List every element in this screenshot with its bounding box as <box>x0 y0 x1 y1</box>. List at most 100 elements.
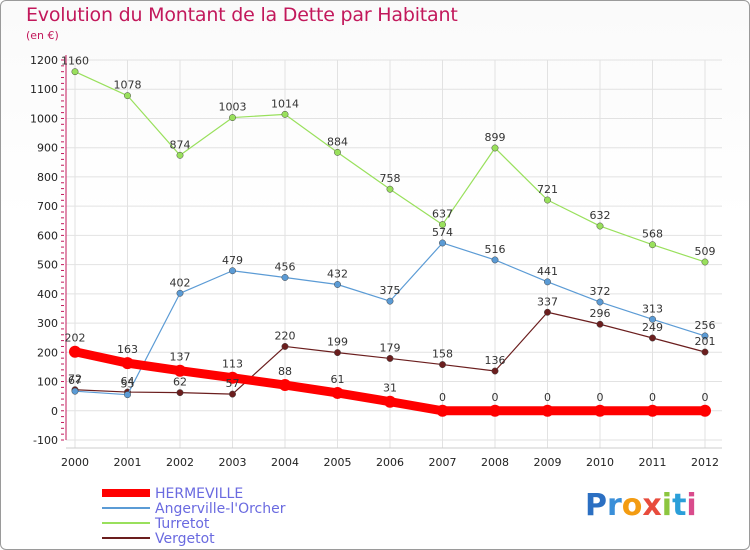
data-point <box>334 148 341 156</box>
data-point <box>436 404 449 417</box>
data-label: 136 <box>485 354 506 367</box>
data-label: 61 <box>331 373 345 386</box>
chart-title: Evolution du Montant de la Dette par Hab… <box>26 4 458 26</box>
data-point <box>281 274 289 281</box>
data-label: 1003 <box>219 101 247 114</box>
data-label: 637 <box>432 208 453 221</box>
y-tick-label: 1200 <box>30 54 58 67</box>
data-point <box>544 278 551 286</box>
legend-label: Turretot <box>154 516 210 532</box>
data-point <box>334 281 341 288</box>
logo-letter: i <box>661 488 673 523</box>
data-point <box>649 241 656 249</box>
data-label: 441 <box>537 265 558 278</box>
data-label: 137 <box>170 351 191 364</box>
data-label: 199 <box>327 336 348 349</box>
data-label: 88 <box>278 365 292 378</box>
data-point <box>279 379 291 392</box>
data-point <box>281 343 289 350</box>
data-label: 509 <box>695 245 716 258</box>
y-tick-label: 1000 <box>30 112 58 125</box>
data-label: 72 <box>68 373 82 386</box>
logo-letter: i <box>686 488 697 523</box>
data-label: 163 <box>117 343 138 356</box>
y-tick-label: 600 <box>37 229 58 242</box>
data-point <box>439 361 446 369</box>
data-point <box>71 387 79 395</box>
data-point <box>229 390 236 398</box>
x-tick-label: 2005 <box>324 456 352 469</box>
data-point <box>646 404 659 417</box>
data-label: 64 <box>121 375 135 388</box>
data-label: 632 <box>590 209 611 222</box>
data-point <box>124 391 131 399</box>
data-point <box>69 345 81 358</box>
logo-letter: o <box>621 488 643 523</box>
data-label: 456 <box>275 260 296 273</box>
data-label: 516 <box>485 243 506 256</box>
x-tick-label: 2010 <box>586 456 614 469</box>
data-label: 62 <box>173 376 187 389</box>
x-tick-label: 2006 <box>376 456 404 469</box>
y-tick-label: 300 <box>37 317 58 330</box>
data-label: 0 <box>597 391 604 404</box>
data-point <box>491 367 499 375</box>
chart-unit: (en €) <box>26 29 59 42</box>
data-label: 67 <box>68 374 82 387</box>
data-label: 31 <box>383 382 397 395</box>
data-label: 568 <box>642 228 663 241</box>
y-tick-label: 500 <box>37 259 58 272</box>
data-label: 296 <box>590 307 611 320</box>
data-point <box>124 92 131 100</box>
x-tick-label: 2011 <box>639 456 667 469</box>
data-label: 0 <box>492 391 499 404</box>
data-point <box>229 114 236 122</box>
y-tick-label: 700 <box>37 200 58 213</box>
data-label: 375 <box>380 284 401 297</box>
data-point <box>176 389 184 397</box>
data-point <box>701 258 709 266</box>
data-label: 57 <box>226 377 240 390</box>
x-tick-label: 2009 <box>534 456 562 469</box>
logo-letter: t <box>672 488 687 523</box>
data-label: 884 <box>327 135 348 148</box>
x-tick-label: 2000 <box>61 456 89 469</box>
data-point <box>386 297 394 305</box>
logo-letter: P <box>585 488 607 523</box>
data-point <box>491 144 499 152</box>
data-label: 402 <box>170 276 191 289</box>
data-label: 313 <box>642 302 663 315</box>
legend-label: Angerville-l'Orcher <box>155 501 286 517</box>
legend-label: HERMEVILLE <box>155 486 243 502</box>
data-point <box>121 357 134 370</box>
y-tick-label: 100 <box>37 376 58 389</box>
y-tick-label: 800 <box>37 171 58 184</box>
data-label: 201 <box>695 335 716 348</box>
y-tick-label: -100 <box>33 434 58 447</box>
data-label: 874 <box>170 138 191 151</box>
x-tick-label: 2007 <box>429 456 457 469</box>
data-point <box>226 371 239 384</box>
data-point <box>491 256 499 264</box>
data-label: 0 <box>702 391 709 404</box>
logo-letter: r <box>607 488 622 523</box>
proxiti-logo: Proxiti <box>585 488 697 523</box>
data-point <box>281 110 289 118</box>
data-label: 249 <box>642 321 663 334</box>
data-label: 1078 <box>114 79 142 92</box>
data-label: 113 <box>222 358 243 371</box>
data-label: 0 <box>439 391 446 404</box>
data-point <box>596 320 604 328</box>
data-label: 432 <box>327 267 348 280</box>
data-point <box>334 349 341 357</box>
data-point <box>439 239 446 247</box>
y-tick-label: 200 <box>37 346 58 359</box>
data-label: 256 <box>695 319 716 332</box>
x-tick-label: 2012 <box>691 456 719 469</box>
x-tick-label: 2001 <box>114 456 142 469</box>
data-label: 158 <box>432 348 453 361</box>
data-label: 337 <box>537 295 558 308</box>
data-point <box>331 386 344 399</box>
data-point <box>176 289 184 297</box>
